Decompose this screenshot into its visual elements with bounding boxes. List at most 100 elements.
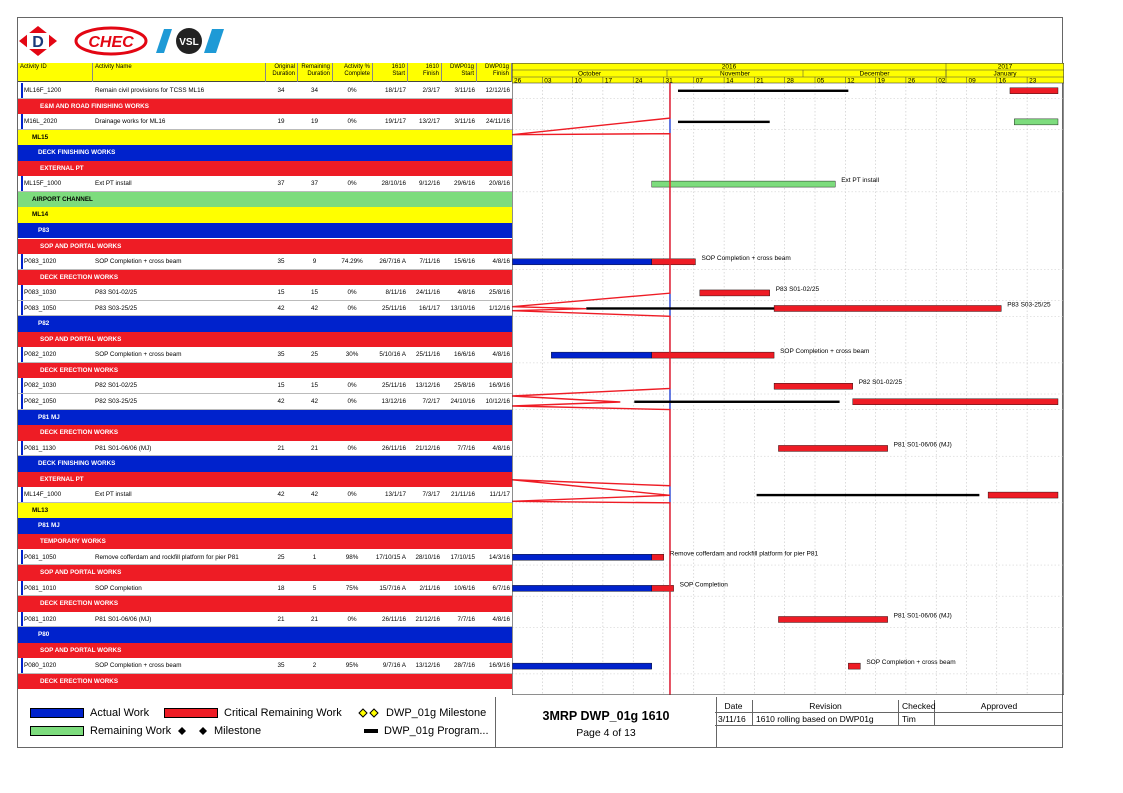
rev-checked: Tim xyxy=(899,713,935,725)
activity-row: ML14F_1000 Ext PT install 42 42 0% 13/1/17 7/3… xyxy=(18,487,512,503)
cell-s: 15/7/16 A xyxy=(379,584,406,592)
cell-s: 26/11/16 xyxy=(381,615,406,623)
bar-label: Remove cofferdam and rockfill platform f… xyxy=(670,550,819,557)
week-label: 26 xyxy=(908,77,916,84)
wbs-band: SOP AND PORTAL WORKS xyxy=(18,331,512,348)
cell-od: 34 xyxy=(277,87,285,94)
wbs-band-label: P82 xyxy=(38,320,50,328)
legend-dwp-milestone-label: DWP_01g Milestone xyxy=(386,707,487,719)
bar-label: SOP Completion + cross beam xyxy=(866,659,955,666)
week-label: 23 xyxy=(1029,77,1037,84)
cell-f: 13/12/16 xyxy=(415,662,440,670)
col-1610-finish: 1610 Finish xyxy=(408,63,442,82)
wbs-band: DECK ERECTION WORKS xyxy=(18,425,512,441)
cell-ds: 7/7/16 xyxy=(457,615,475,623)
rev-date: 3/11/16 xyxy=(715,713,753,725)
wbs-band-label: DECK FINISHING WORKS xyxy=(38,149,116,157)
wbs-indent-marker xyxy=(21,347,23,362)
wbs-indent-marker xyxy=(21,378,23,393)
cell-df: 20/8/16 xyxy=(488,180,510,188)
bar-label: SOP Completion + cross beam xyxy=(701,255,790,262)
week-label: 24 xyxy=(635,77,643,84)
cell-f: 7/3/17 xyxy=(422,491,440,499)
cell-df: 4/8/16 xyxy=(492,444,510,452)
month-label: November xyxy=(720,71,751,78)
critical-bar xyxy=(778,445,888,452)
wbs-band-label: ML15 xyxy=(32,133,49,141)
wbs-band: AIRPORT CHANNEL xyxy=(18,191,512,208)
wbs-indent-marker xyxy=(21,440,23,456)
cell-pct: 98% xyxy=(345,553,359,561)
cell-ds: 29/6/16 xyxy=(453,180,475,188)
rev-header-date: Date xyxy=(715,700,753,712)
wbs-band-label: DECK ERECTION WORKS xyxy=(40,677,119,685)
cell-id: P082_1050 xyxy=(24,398,57,405)
cell-ds: 24/10/16 xyxy=(450,398,475,405)
cell-id: M16L_2020 xyxy=(24,118,58,126)
bar-label: P83 S01-02/25 xyxy=(776,286,820,293)
cell-od: 35 xyxy=(277,351,285,359)
cell-df: 16/9/16 xyxy=(488,382,510,390)
dwp-program-bar xyxy=(677,89,849,92)
legend-remaining-swatch xyxy=(30,726,84,736)
week-label: 02 xyxy=(938,77,946,84)
activity-row: P081_1010 SOP Completion 18 5 75% 15/7/16 A 2/… xyxy=(18,580,512,597)
cell-ds: 21/11/16 xyxy=(450,491,475,499)
legend-critical-remaining: Critical Remaining Work xyxy=(164,707,342,719)
cell-ds: 28/7/16 xyxy=(453,662,475,670)
legend-dwp-milestone: DWP_01g Milestone xyxy=(358,707,486,719)
rev-header-approved: Approved xyxy=(980,701,1018,711)
col-dwp-start: DWP01g Start xyxy=(442,63,477,82)
cell-pct: 0% xyxy=(347,444,357,452)
cell-ds: 16/6/16 xyxy=(453,351,475,359)
wbs-indent-marker xyxy=(21,549,23,564)
cell-f: 2/3/17 xyxy=(422,87,440,94)
cell-s: 18/1/17 xyxy=(384,87,406,94)
cell-od: 21 xyxy=(277,444,285,452)
critical-bar xyxy=(651,351,775,359)
cell-f: 21/12/16 xyxy=(415,444,440,452)
chec-logo-text: CHEC xyxy=(88,34,134,51)
legend-dwp-program-label: DWP_01g Program... xyxy=(384,725,489,737)
wbs-band-label: SOP AND PORTAL WORKS xyxy=(40,242,122,250)
wbs-band-label: SOP AND PORTAL WORKS xyxy=(40,646,122,654)
week-label: 12 xyxy=(847,77,855,84)
cell-name: Remove cofferdam and rockfill platform f… xyxy=(95,553,239,561)
wbs-band-label: P80 xyxy=(38,631,50,639)
cell-f: 25/11/16 xyxy=(415,351,440,359)
cell-ds: 15/6/16 xyxy=(453,258,475,266)
activity-row: ML16F_1200 Remain civil provisions for TC… xyxy=(18,83,512,99)
bar-label: SOP Completion xyxy=(680,581,729,588)
cell-ds: 4/8/16 xyxy=(457,289,475,297)
cell-f: 16/1/17 xyxy=(418,304,440,312)
wbs-band: SOP AND PORTAL WORKS xyxy=(18,642,512,659)
wbs-indent-marker xyxy=(21,658,23,673)
legend-actual-work: Actual Work xyxy=(30,707,149,719)
activity-row: P083_1030 P83 S01-02/25 15 15 0% 8/11/16 24/11… xyxy=(18,285,512,301)
activity-row: P081_1020 P81 S01-06/06 (MJ) 21 21 0% 26/11/1… xyxy=(18,611,512,628)
wbs-band-label: ML14 xyxy=(32,211,49,219)
wbs-indent-marker xyxy=(21,487,23,502)
cell-rd: 2 xyxy=(312,662,317,670)
cell-od: 42 xyxy=(277,491,285,499)
cell-f: 13/2/17 xyxy=(418,118,440,126)
cell-f: 7/2/17 xyxy=(422,398,440,405)
dwp-program-bar xyxy=(756,493,980,497)
wbs-band: DECK ERECTION WORKS xyxy=(18,362,512,379)
critical-bar xyxy=(1009,87,1059,94)
actual-bar xyxy=(512,258,652,266)
col-activity-name: Activity Name xyxy=(93,63,266,82)
wbs-band-label: DECK ERECTION WORKS xyxy=(40,429,119,437)
cell-od: 35 xyxy=(277,662,285,670)
activity-row: P082_1020 SOP Completion + cross beam 35 25… xyxy=(18,347,512,363)
cell-rd: 21 xyxy=(310,615,318,623)
wbs-band-label: DECK ERECTION WORKS xyxy=(40,273,119,281)
wbs-band: DECK FINISHING WORKS xyxy=(18,145,512,161)
wbs-band: ML13 xyxy=(18,502,512,519)
cell-f: 21/12/16 xyxy=(415,615,440,623)
wbs-band-label: TEMPORARY WORKS xyxy=(40,537,106,545)
dwp-program-bar xyxy=(677,120,770,124)
cell-df: 14/3/16 xyxy=(488,553,510,561)
cell-id: P081_1050 xyxy=(24,553,57,561)
wbs-band-label: ML13 xyxy=(32,506,49,514)
